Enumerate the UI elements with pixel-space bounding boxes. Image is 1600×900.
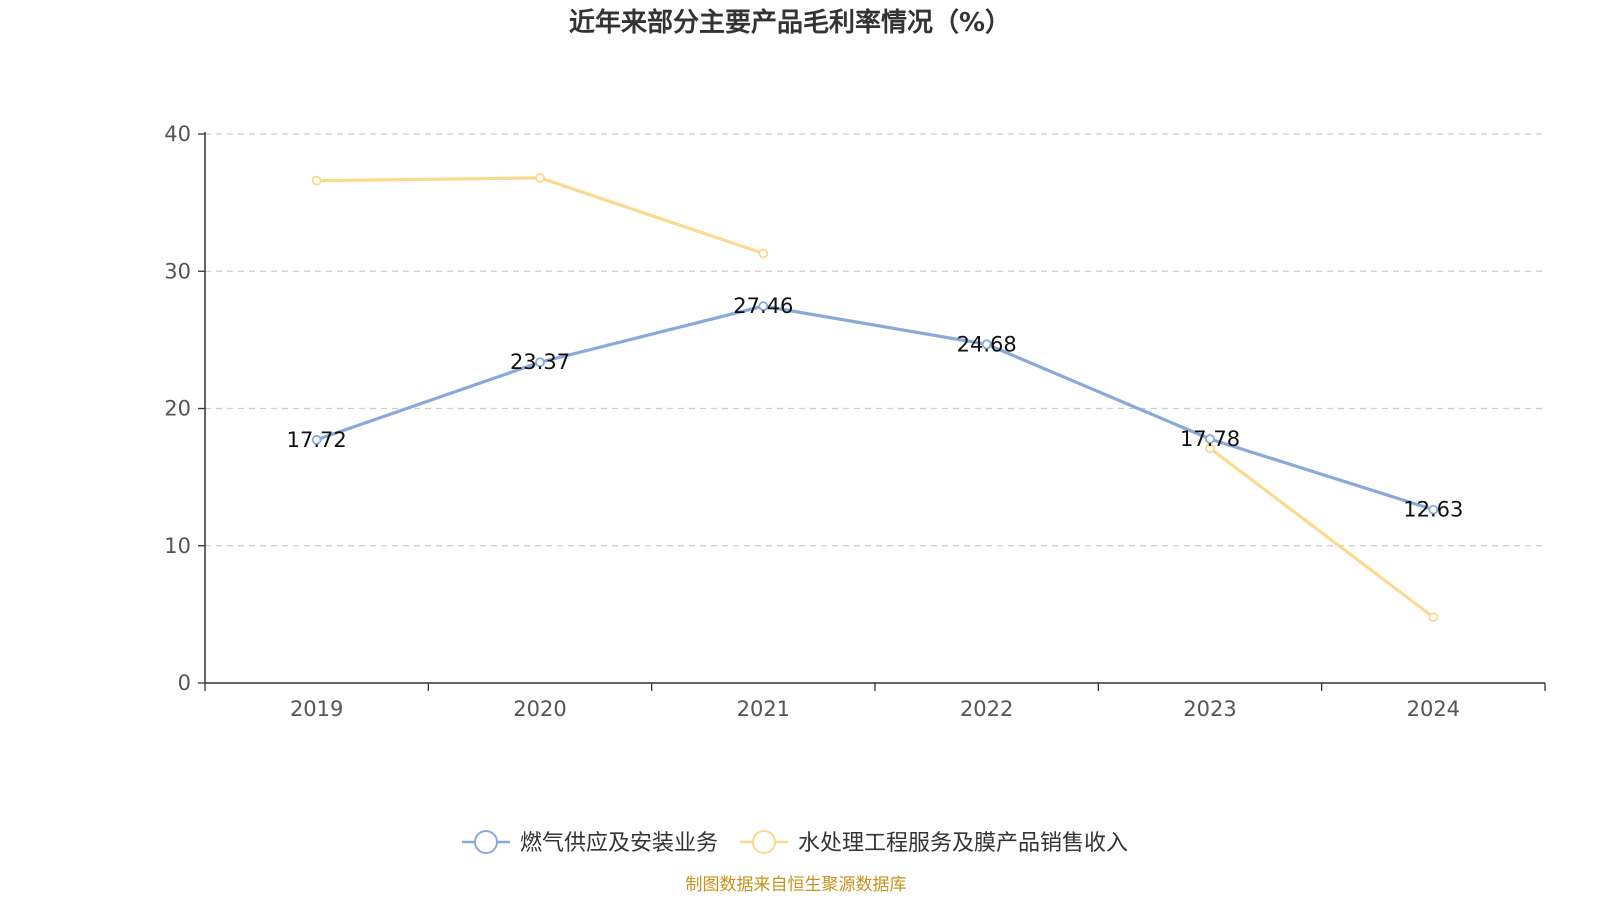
series-1-point-2022[interactable] bbox=[981, 339, 992, 350]
y-tick-label-20: 20 bbox=[164, 397, 191, 421]
data-label-2022: 24.68 bbox=[957, 332, 1017, 356]
series-1-point-2023[interactable] bbox=[1205, 434, 1215, 444]
legend-marker-icon bbox=[473, 830, 498, 854]
series-1-point-2021[interactable] bbox=[758, 301, 769, 312]
legend-item-2[interactable]: 水处理工程服务及膜产品销售收入 bbox=[740, 830, 1128, 856]
chart-title: 近年来部分主要产品毛利率情况（%） bbox=[569, 7, 1011, 38]
data-label-2024: 12.63 bbox=[1403, 498, 1463, 522]
series-2-point-2023[interactable] bbox=[1205, 443, 1215, 454]
legend-label: 水处理工程服务及膜产品销售收入 bbox=[798, 831, 1128, 856]
y-tick-label-40: 40 bbox=[164, 122, 191, 146]
y-tick-label-0: 0 bbox=[178, 671, 191, 695]
y-tick-label-30: 30 bbox=[164, 259, 191, 283]
series-2-point-2021[interactable] bbox=[758, 248, 769, 259]
series-1 bbox=[311, 301, 1439, 515]
legend-item-1[interactable]: 燃气供应及安装业务 bbox=[461, 830, 718, 856]
data-label-2021: 27.46 bbox=[733, 294, 793, 318]
series-1-point-2024[interactable] bbox=[1428, 504, 1439, 515]
x-tick-label-2020: 2020 bbox=[513, 697, 566, 721]
series-2-line-0 bbox=[316, 176, 764, 255]
x-tick-label-2023: 2023 bbox=[1183, 697, 1236, 721]
data-label-2020: 23.37 bbox=[510, 350, 570, 374]
axes: 0 10 20 30 40 2019 2020 2021 2022 2023 2024 bbox=[164, 122, 1546, 721]
x-tick-label-2024: 2024 bbox=[1407, 697, 1460, 721]
series-2 bbox=[311, 173, 1439, 623]
data-labels: 17.72 23.37 27.46 24.68 17.78 12.63 bbox=[287, 294, 1464, 522]
source-note: 制图数据来自恒生聚源数据库 bbox=[686, 875, 907, 895]
x-tick-label-2022: 2022 bbox=[960, 697, 1013, 721]
series-1-point-2020[interactable] bbox=[535, 357, 545, 368]
legend-label: 燃气供应及安装业务 bbox=[520, 831, 718, 856]
series-2-line-1 bbox=[1209, 447, 1435, 619]
legend-marker-icon bbox=[752, 830, 776, 854]
series-2-point-2024[interactable] bbox=[1428, 612, 1439, 623]
data-label-2019: 17.72 bbox=[287, 428, 347, 452]
series-2-point-2020[interactable] bbox=[535, 173, 545, 183]
data-label-2023: 17.78 bbox=[1180, 427, 1240, 451]
y-tick-label-10: 10 bbox=[164, 534, 191, 558]
x-tick-label-2021: 2021 bbox=[737, 697, 790, 721]
series-lines bbox=[311, 173, 1439, 623]
legend[interactable]: 燃气供应及安装业务 水处理工程服务及膜产品销售收入 bbox=[461, 830, 1128, 856]
series-1-line-0 bbox=[316, 304, 1434, 512]
series-1-point-2019[interactable] bbox=[311, 434, 322, 445]
grid-lines bbox=[205, 133, 1545, 547]
x-tick-label-2019: 2019 bbox=[290, 697, 343, 721]
series-2-point-2019[interactable] bbox=[311, 175, 322, 186]
